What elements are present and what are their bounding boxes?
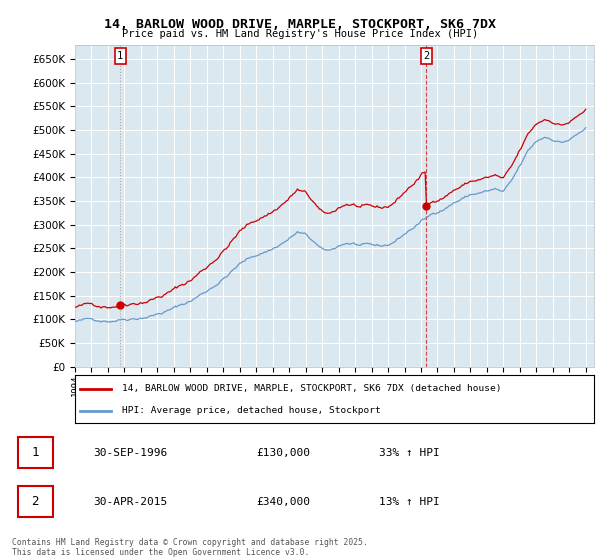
Text: Contains HM Land Registry data © Crown copyright and database right 2025.
This d: Contains HM Land Registry data © Crown c… <box>12 538 368 557</box>
Text: 13% ↑ HPI: 13% ↑ HPI <box>379 497 439 507</box>
Text: 14, BARLOW WOOD DRIVE, MARPLE, STOCKPORT, SK6 7DX (detached house): 14, BARLOW WOOD DRIVE, MARPLE, STOCKPORT… <box>122 384 501 393</box>
Text: 14, BARLOW WOOD DRIVE, MARPLE, STOCKPORT, SK6 7DX: 14, BARLOW WOOD DRIVE, MARPLE, STOCKPORT… <box>104 18 496 31</box>
FancyBboxPatch shape <box>18 437 53 468</box>
Text: 30-APR-2015: 30-APR-2015 <box>94 497 168 507</box>
Text: 2: 2 <box>424 51 430 61</box>
Text: 1: 1 <box>32 446 39 459</box>
Text: 2: 2 <box>32 495 39 508</box>
Text: 1: 1 <box>117 51 124 61</box>
Text: HPI: Average price, detached house, Stockport: HPI: Average price, detached house, Stoc… <box>122 407 380 416</box>
Text: £130,000: £130,000 <box>256 448 310 458</box>
Text: £340,000: £340,000 <box>256 497 310 507</box>
Text: 33% ↑ HPI: 33% ↑ HPI <box>379 448 439 458</box>
Text: 30-SEP-1996: 30-SEP-1996 <box>94 448 168 458</box>
FancyBboxPatch shape <box>18 486 53 517</box>
Text: Price paid vs. HM Land Registry's House Price Index (HPI): Price paid vs. HM Land Registry's House … <box>122 29 478 39</box>
